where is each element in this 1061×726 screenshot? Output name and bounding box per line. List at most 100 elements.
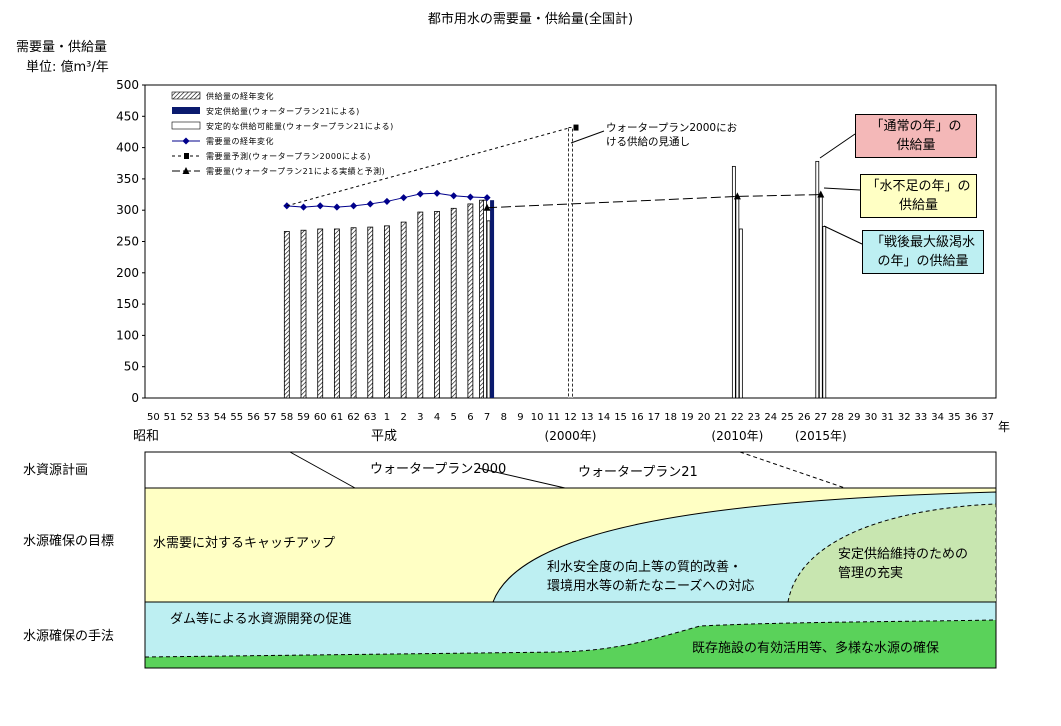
methods-green-region <box>145 620 996 668</box>
plan-wp2000: ウォータープラン2000 <box>370 462 507 477</box>
x-tick-label: 55 <box>230 412 243 423</box>
line-wp2000-forecast <box>286 127 571 207</box>
x-tick-label: 63 <box>364 412 377 423</box>
callout-worst-drought-year: 「戦後最大級渇水 の年」の供給量 <box>862 230 984 274</box>
bar-supply-history <box>350 227 357 399</box>
legend-label: 供給量の経年変化 <box>206 91 274 101</box>
x-tick-label: 7 <box>484 412 490 423</box>
x-tick-label: 31 <box>881 412 894 423</box>
marker-wp21-demand <box>733 192 741 200</box>
x-tick-label: 33 <box>915 412 928 423</box>
method-dam: ダム等による水資源開発の促進 <box>170 612 352 627</box>
bar-supply-history <box>434 211 440 399</box>
x-tick-label: 1 <box>384 412 390 423</box>
annotation-wp2000-line1: ウォータープラン2000にお <box>606 122 737 134</box>
bar-stable-capacity <box>483 199 487 399</box>
marker-demand-history <box>350 202 358 210</box>
x-tick-label: 12 <box>564 412 577 423</box>
x-tick-label: 37 <box>981 412 994 423</box>
bar-supply-history <box>384 225 390 399</box>
bar-stable-capacity <box>822 226 827 399</box>
callout-drought-year: 「水不足の年」の 供給量 <box>860 174 977 218</box>
x-tick-label: 50 <box>147 412 160 423</box>
x-tick-label: 29 <box>848 412 861 423</box>
year-note: (2000年) <box>545 429 597 443</box>
x-tick-label: 20 <box>698 412 711 423</box>
bar-supply-history <box>450 207 457 399</box>
goal-quality-2: 環境用水等の新たなニーズへの対応 <box>547 579 755 594</box>
y-axis-label: 需要量・供給量 <box>16 40 108 55</box>
bar-supply-history <box>467 203 474 399</box>
marker-demand-history <box>416 190 424 198</box>
y-axis-unit: 単位: 億m³/年 <box>26 60 109 75</box>
x-tick-label: 6 <box>467 412 473 423</box>
x-tick-label: 52 <box>180 412 193 423</box>
x-tick-label: 61 <box>331 412 344 423</box>
legend-swatch-marker <box>184 153 189 159</box>
legend-swatch-marker <box>182 167 190 174</box>
marker-wp2000-forecast <box>573 124 579 131</box>
marker-demand-history <box>450 192 458 200</box>
legend-swatch <box>171 91 201 100</box>
x-tick-label: 4 <box>434 412 440 423</box>
x-tick-label: 35 <box>948 412 961 423</box>
x-tick-label: 16 <box>631 412 644 423</box>
x-tick-label: 26 <box>798 412 811 423</box>
annotation-arrow-normal <box>819 133 856 159</box>
lower-panel-svg <box>144 451 997 669</box>
x-tick-label: 22 <box>731 412 744 423</box>
y-tick-label: 100 <box>116 328 139 342</box>
y-tick-label: 500 <box>116 78 139 92</box>
callout-normal-year: 「通常の年」の 供給量 <box>855 114 977 158</box>
x-tick-label: 62 <box>347 412 360 423</box>
x-tick-label: 19 <box>681 412 694 423</box>
x-tick-label: 3 <box>417 412 423 423</box>
marker-demand-history <box>483 194 491 202</box>
bar-stable-capacity <box>818 194 823 399</box>
bar-stable-capacity <box>486 220 491 399</box>
x-unit-label: 年 <box>998 420 1010 434</box>
marker-demand-history <box>316 202 324 210</box>
era-label: 昭和 <box>133 429 159 444</box>
legend-label: 需要量予測(ウォータープラン2000による) <box>206 151 371 161</box>
x-tick-label: 15 <box>614 412 627 423</box>
bar-supply-history <box>283 231 290 399</box>
x-tick-label: 59 <box>297 412 310 423</box>
y-tick-label: 50 <box>124 360 139 374</box>
bar-supply-history <box>367 226 374 399</box>
era-label: 平成 <box>371 429 397 444</box>
y-tick-label: 150 <box>116 297 139 311</box>
plan-wp21: ウォータープラン21 <box>578 465 698 480</box>
plan-row <box>144 451 997 489</box>
year-note: (2015年) <box>795 429 847 443</box>
y-tick-label: 400 <box>116 141 139 155</box>
y-tick-label: 0 <box>131 391 139 405</box>
legend-label: 需要量(ウォータープラン21による実績と予測) <box>206 166 385 176</box>
goal-catchup: 水需要に対するキャッチアップ <box>153 536 336 551</box>
x-tick-label: 53 <box>197 412 210 423</box>
x-tick-label: 17 <box>648 412 661 423</box>
marker-demand-history <box>400 194 408 202</box>
annotation-wp2000-line2: ける供給の見通し <box>606 135 690 148</box>
x-tick-label: 57 <box>264 412 277 423</box>
legend-label: 安定的な供給可能量(ウォータープラン21による) <box>206 121 394 131</box>
legend-swatch <box>172 107 200 114</box>
x-tick-label: 21 <box>714 412 727 423</box>
x-tick-label: 2 <box>400 412 406 423</box>
method-existing: 既存施設の有効活用等、多様な水源の確保 <box>692 641 940 656</box>
legend-label: 安定供給量(ウォータープラン21による) <box>206 106 360 116</box>
x-tick-label: 23 <box>748 412 761 423</box>
row-label-plan: 水資源計画 <box>23 463 89 478</box>
chart-title: 都市用水の需要量・供給量(全国計) <box>427 12 634 27</box>
x-tick-label: 30 <box>864 412 877 423</box>
year-note: (2010年) <box>711 429 763 443</box>
y-tick-label: 200 <box>116 266 139 280</box>
goal-management-1: 安定供給維持のための <box>838 547 969 562</box>
row-label-method: 水源確保の手法 <box>23 629 115 644</box>
x-tick-label: 51 <box>164 412 177 423</box>
bar-supply-history <box>300 229 307 399</box>
marker-wp21-demand <box>483 203 491 211</box>
bar-stable-capacity <box>731 165 736 399</box>
marker-wp21-demand <box>817 190 825 198</box>
